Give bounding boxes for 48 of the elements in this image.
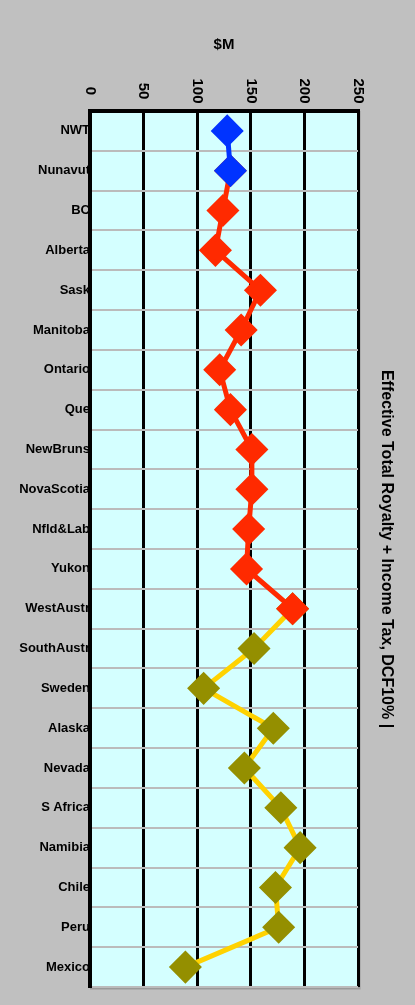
point xyxy=(207,195,239,227)
y-tick-label: Nunavut xyxy=(38,162,91,178)
y-tick-label: Chile xyxy=(58,879,90,895)
y-tick-label: NewBruns xyxy=(25,441,90,457)
y-tick-label: Ontario xyxy=(43,361,91,377)
point xyxy=(188,672,220,704)
x-tick-label: 100 xyxy=(190,78,208,104)
point xyxy=(214,394,246,426)
point xyxy=(265,792,297,824)
y-tick-label: NovaScotia xyxy=(19,480,91,496)
x-axis-title: $M xyxy=(213,35,235,53)
point xyxy=(259,871,291,903)
y-tick-label: NWT xyxy=(60,122,91,138)
point xyxy=(236,433,268,465)
y-tick-label: Alberta xyxy=(45,241,91,257)
text: Effective Total Royalty + Income Tax, DCF10% | xyxy=(378,369,396,729)
y-tick-label: Nevada xyxy=(43,759,91,775)
point xyxy=(257,712,289,744)
x-tick-label: 50 xyxy=(136,82,154,100)
y-tick-label: BC xyxy=(71,202,91,218)
x-tick-label: 200 xyxy=(297,78,315,104)
point xyxy=(284,832,316,864)
y-tick-label: Que xyxy=(64,401,90,417)
x-tick-label: 150 xyxy=(243,78,261,104)
point xyxy=(199,234,231,266)
point xyxy=(211,115,243,147)
y-tick-label: Yukon xyxy=(50,560,91,576)
point xyxy=(231,553,263,585)
y-tick-label: Namibia xyxy=(39,839,91,855)
point xyxy=(169,951,201,983)
point xyxy=(236,473,268,505)
y-tick-label: Alaska xyxy=(48,719,91,735)
y-tick-label: WestAustr xyxy=(25,600,90,616)
point xyxy=(263,911,295,943)
x-tick-label: 0 xyxy=(82,86,100,96)
point xyxy=(233,513,265,545)
y-tick-label: SouthAustr xyxy=(19,640,90,656)
point xyxy=(238,633,270,665)
x-tick-label: 250 xyxy=(350,78,368,104)
point xyxy=(204,354,236,386)
y-tick-label: Manitoba xyxy=(32,321,91,337)
point xyxy=(225,314,257,346)
y-tick-label: Mexico xyxy=(45,958,91,974)
y-tick-label: Sweden xyxy=(40,679,91,695)
point xyxy=(244,274,276,306)
y-tick-label: Sask xyxy=(59,281,91,297)
point xyxy=(228,752,260,784)
y-tick-label: Nfld&Lab xyxy=(32,520,91,536)
